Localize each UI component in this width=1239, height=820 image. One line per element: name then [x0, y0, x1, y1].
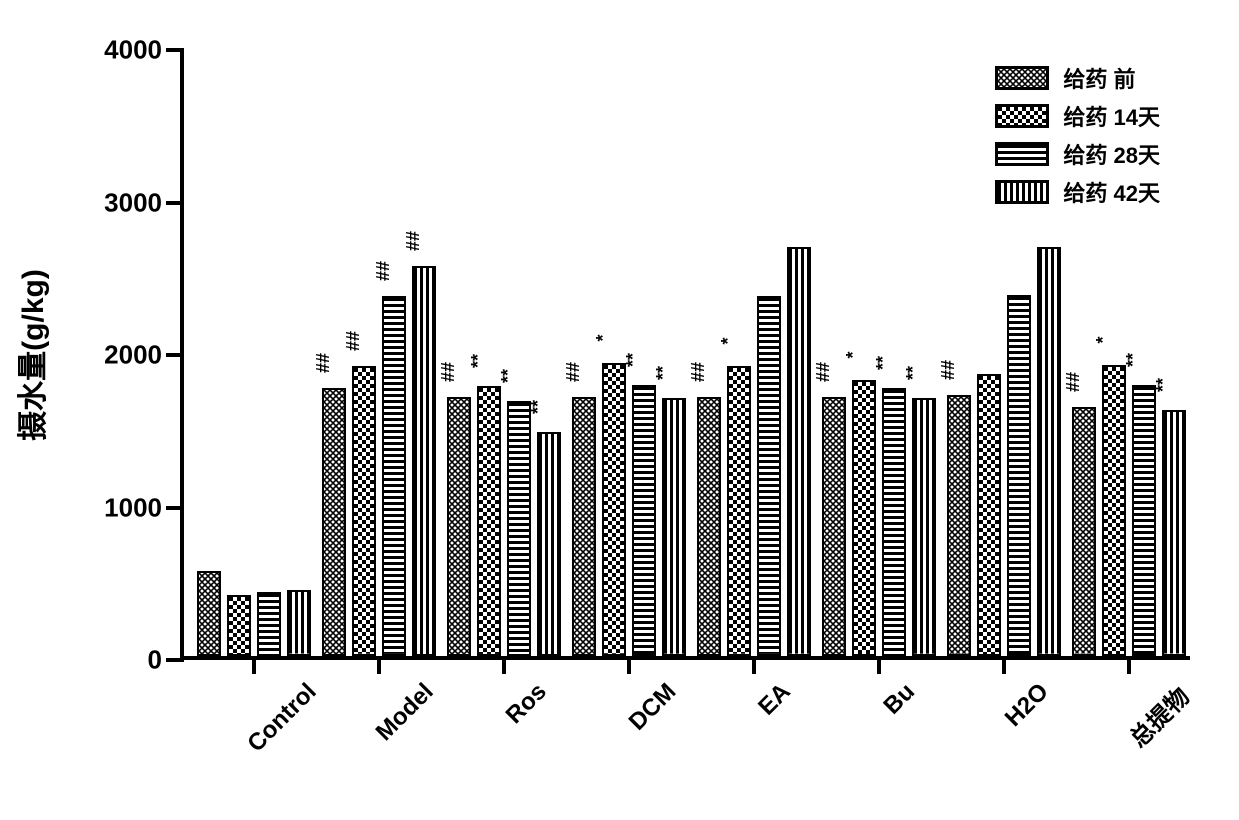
x-tick-label: DCM [624, 678, 682, 736]
bar [757, 296, 781, 656]
x-tick-label: Bu [879, 678, 921, 720]
y-tick [166, 48, 184, 52]
significance-label: ## [343, 331, 364, 351]
bar [787, 247, 811, 656]
significance-label: ** [1123, 353, 1144, 367]
bar [352, 366, 376, 656]
significance-label: ## [563, 362, 584, 382]
x-tick-label: Control [243, 678, 323, 758]
x-tick [627, 656, 631, 674]
legend-item: 给药 14天 [995, 100, 1160, 132]
significance-label: * [718, 338, 739, 345]
significance-label: ** [873, 356, 894, 370]
y-axis-label: 摄水量(g/kg) [8, 269, 52, 441]
bar [412, 266, 436, 656]
significance-label: ## [1063, 372, 1084, 392]
bar [602, 363, 626, 656]
bar [572, 397, 596, 656]
significance-label: ## [403, 231, 424, 251]
bar [507, 401, 531, 656]
significance-label: ## [373, 261, 394, 281]
bar [382, 296, 406, 656]
bar [1162, 410, 1186, 656]
significance-label: ** [528, 400, 549, 414]
x-tick-label: EA [753, 678, 796, 721]
bar [852, 380, 876, 656]
y-tick-label: 2000 [104, 340, 162, 371]
x-tick-label: H2O [1000, 678, 1055, 733]
bar [477, 386, 501, 656]
x-tick-label: Ros [501, 678, 553, 730]
legend-item: 给药 42天 [995, 176, 1160, 208]
bar [197, 571, 221, 656]
y-tick [166, 201, 184, 205]
y-tick-label: 3000 [104, 187, 162, 218]
significance-label: ## [438, 362, 459, 382]
x-tick-label: 总提物 [1120, 678, 1196, 754]
bar [257, 592, 281, 656]
bar [1007, 295, 1031, 656]
bar [727, 366, 751, 656]
bar [662, 398, 686, 656]
significance-label: * [843, 351, 864, 358]
legend-item: 给药 28天 [995, 138, 1160, 170]
legend-swatch [995, 180, 1049, 204]
bar [1132, 385, 1156, 656]
legend-label: 给药 42天 [1063, 176, 1160, 208]
legend-label: 给药 前 [1063, 62, 1135, 94]
bar [947, 395, 971, 656]
x-tick [377, 656, 381, 674]
significance-label: ** [903, 366, 924, 380]
significance-label: * [1093, 336, 1114, 343]
bar [447, 397, 471, 656]
bar [1037, 247, 1061, 656]
significance-label: ** [498, 369, 519, 383]
bar [977, 374, 1001, 656]
bar [912, 398, 936, 656]
bar [822, 397, 846, 656]
bar [537, 432, 561, 656]
x-tick [877, 656, 881, 674]
chart-container: 摄水量(g/kg) 0 1000 2000 3000 4000 Control Model #… [0, 0, 1239, 820]
significance-label: ** [1153, 378, 1174, 392]
y-tick-label: 0 [148, 645, 162, 676]
significance-label: ## [688, 362, 709, 382]
x-tick [1002, 656, 1006, 674]
legend-label: 给药 14天 [1063, 100, 1160, 132]
bar [632, 385, 656, 656]
x-tick [752, 656, 756, 674]
y-tick-label: 1000 [104, 492, 162, 523]
legend-label: 给药 28天 [1063, 138, 1160, 170]
y-tick [166, 353, 184, 357]
legend-swatch [995, 66, 1049, 90]
significance-label: ** [653, 366, 674, 380]
significance-label: ## [813, 362, 834, 382]
significance-label: ## [313, 353, 334, 373]
bar [882, 388, 906, 656]
significance-label: * [593, 335, 614, 342]
bar [1072, 407, 1096, 656]
y-tick [166, 506, 184, 510]
bar [227, 595, 251, 656]
legend-swatch [995, 142, 1049, 166]
bar [322, 388, 346, 656]
plot-area: 01000200030004000ControlModel########Ros… [180, 50, 1190, 660]
bar [1102, 365, 1126, 656]
bar [287, 590, 311, 656]
x-tick-label: Model [371, 678, 440, 747]
y-tick-label: 4000 [104, 35, 162, 66]
bar [697, 397, 721, 656]
legend: 给药 前给药 14天给药 28天给药 42天 [995, 62, 1160, 214]
x-tick [1127, 656, 1131, 674]
legend-swatch [995, 104, 1049, 128]
x-tick [502, 656, 506, 674]
x-tick [252, 656, 256, 674]
significance-label: ** [623, 353, 644, 367]
y-tick [166, 658, 184, 662]
significance-label: ## [938, 360, 959, 380]
legend-item: 给药 前 [995, 62, 1160, 94]
significance-label: ** [468, 354, 489, 368]
